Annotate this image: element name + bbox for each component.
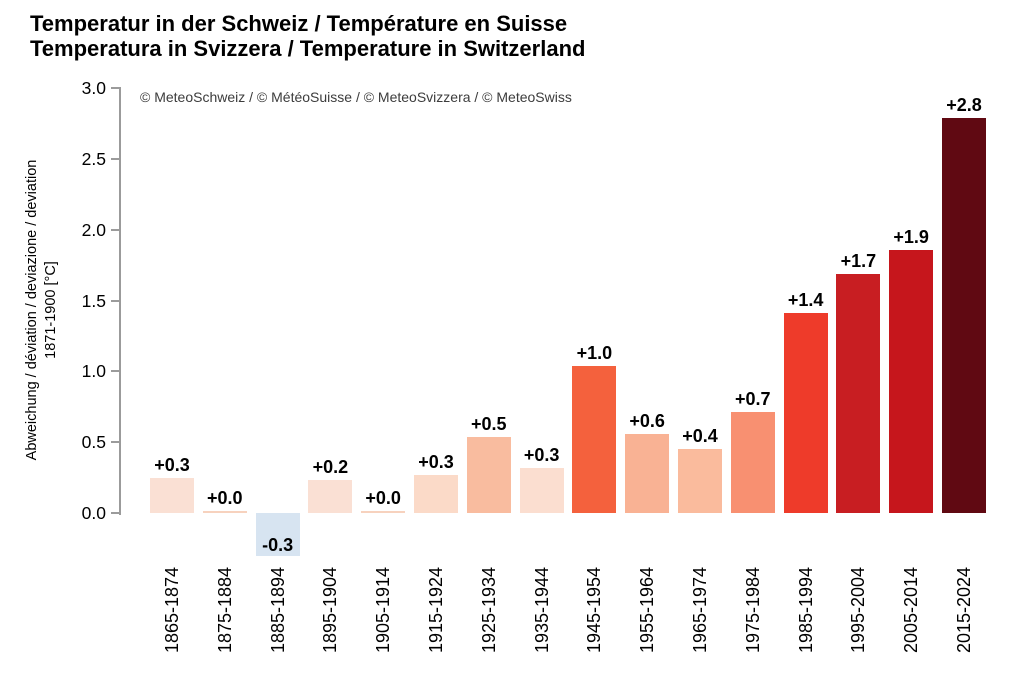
x-tick-label-1865-1874: 1865-1874 — [162, 566, 182, 654]
y-axis-title-line1: Abweichung / déviation / deviazione / de… — [24, 159, 40, 461]
copyright-note: © MeteoSchweiz / © MétéoSuisse / © Meteo… — [140, 89, 572, 105]
y-tick-mark-1.5 — [111, 299, 119, 302]
x-tick-label-1925-1934: 1925-1934 — [478, 566, 499, 654]
bar-1875-1884 — [202, 511, 247, 513]
x-tick-label-1885-1894: 1885-1894 — [267, 566, 288, 654]
bar-2005-2014 — [889, 249, 934, 513]
value-label-1935-1944: +0.3 — [523, 444, 560, 465]
y-tick-label-1.0: 1.0 — [81, 361, 106, 382]
bar-1865-1874 — [150, 477, 194, 513]
bar-1915-1924 — [414, 474, 458, 513]
bar-1955-1964 — [625, 433, 670, 513]
value-label-1905-1914: +0.0 — [365, 488, 401, 508]
value-label-1995-2004: +1.7 — [840, 250, 877, 271]
x-tick-label-1935-1944: 1935-1944 — [531, 566, 552, 654]
x-tick-label-1945-1954: 1945-1954 — [584, 566, 605, 654]
x-tick-label-2005-2014: 2005-2014 — [901, 566, 922, 654]
x-tick-label-1995-2004: 1995-2004 — [848, 566, 869, 654]
bar-1905-1914 — [361, 511, 406, 513]
x-tick-label-1895-1904: 1895-1904 — [320, 566, 341, 654]
value-label-1915-1924: +0.3 — [418, 451, 454, 472]
value-label-1975-1984: +0.7 — [735, 389, 771, 410]
value-label-1925-1934: +0.5 — [471, 413, 507, 434]
value-label-2005-2014: +1.9 — [893, 226, 929, 247]
value-label-1885-1894: -0.3 — [262, 534, 294, 555]
y-tick-mark-0.0 — [111, 512, 119, 514]
bar-2015-2024 — [942, 117, 986, 513]
y-axis-line — [119, 87, 121, 515]
bar-1895-1904 — [308, 480, 353, 513]
bar-1945-1954 — [572, 365, 617, 513]
value-label-1985-1994: +1.4 — [787, 290, 824, 311]
bar-1975-1984 — [730, 412, 775, 513]
y-tick-label-3.0: 3.0 — [81, 78, 106, 98]
bar-1885-1894 — [255, 513, 300, 556]
bar-1995-2004 — [836, 273, 881, 513]
chart-title-line2: Temperatura in Svizzera / Temperature in… — [30, 36, 586, 61]
chart-title: Temperatur in der Schweiz / Température … — [30, 11, 585, 61]
chart-title-line1: Temperatur in der Schweiz / Température … — [30, 11, 568, 36]
x-tick-label-1905-1914: 1905-1914 — [373, 566, 394, 654]
bar-1965-1974 — [678, 449, 722, 513]
y-tick-mark-3.0 — [111, 87, 119, 89]
value-label-1955-1964: +0.6 — [629, 410, 665, 431]
x-tick-label-1965-1974: 1965-1974 — [690, 566, 710, 654]
y-tick-label-0.5: 0.5 — [81, 432, 106, 453]
y-tick-label-2.5: 2.5 — [81, 148, 106, 169]
y-tick-mark-2.0 — [111, 228, 119, 231]
x-tick-label-1875-1884: 1875-1884 — [214, 566, 235, 654]
value-label-1875-1884: +0.0 — [207, 488, 243, 508]
y-tick-mark-2.5 — [111, 157, 119, 160]
bar-1925-1934 — [466, 436, 511, 513]
y-tick-mark-0.5 — [111, 441, 119, 444]
value-label-1865-1874: +0.3 — [154, 454, 190, 475]
bar-1985-1994 — [783, 313, 828, 513]
value-label-1895-1904: +0.2 — [312, 457, 349, 478]
value-label-2015-2024: +2.8 — [946, 94, 982, 115]
y-tick-mark-1.0 — [111, 370, 119, 373]
y-tick-label-0.0: 0.0 — [81, 503, 106, 523]
y-tick-label-2.0: 2.0 — [81, 219, 106, 240]
x-tick-label-1975-1984: 1975-1984 — [742, 566, 763, 654]
x-tick-label-1915-1924: 1915-1924 — [426, 566, 446, 654]
bar-1935-1944 — [519, 467, 564, 513]
y-tick-label-1.5: 1.5 — [81, 290, 106, 311]
value-label-1945-1954: +1.0 — [576, 342, 613, 363]
x-tick-label-1955-1964: 1955-1964 — [637, 566, 658, 654]
x-tick-label-2015-2024: 2015-2024 — [954, 566, 974, 654]
x-tick-label-1985-1994: 1985-1994 — [795, 566, 816, 654]
value-label-1965-1974: +0.4 — [682, 426, 718, 447]
